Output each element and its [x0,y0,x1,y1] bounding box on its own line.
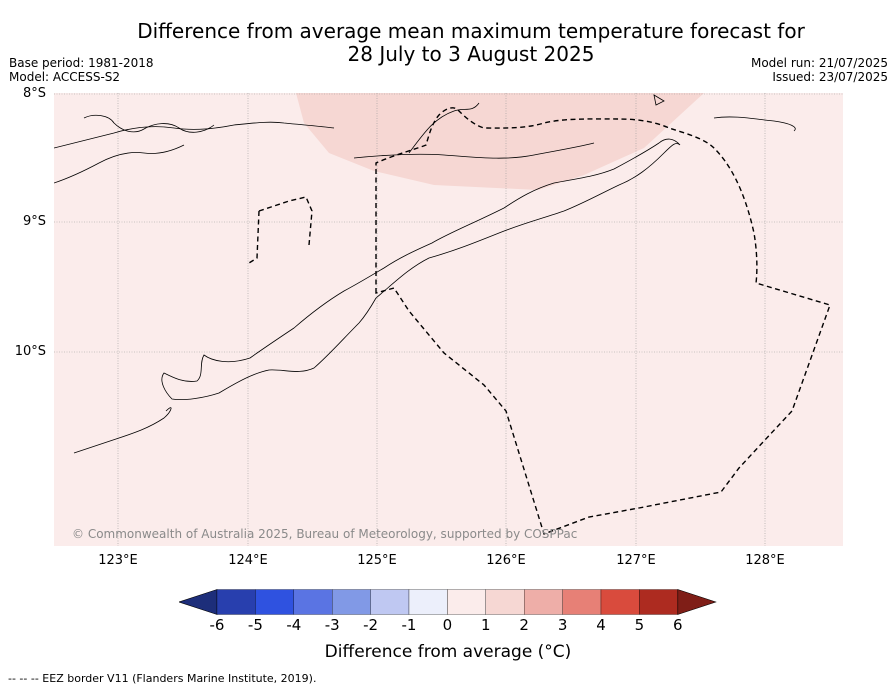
colorbar-extend-low [179,589,218,615]
gridlines [54,93,843,546]
warm-anomaly-patch [296,93,704,190]
title-line-1: Difference from average mean maximum tem… [137,19,805,43]
model-run: Model run: 21/07/2025 [750,56,888,70]
colorbar-segment [370,589,410,615]
colorbar-segment [524,589,563,615]
lon-label-128e: 128°E [745,553,785,568]
colorbar-tick-label: 1 [481,616,491,634]
eez-border [248,107,831,535]
colorbar-segment [332,589,371,615]
copyright-credit: © Commonwealth of Australia 2025, Bureau… [72,527,578,541]
colorbar-label: Difference from average (°C) [324,642,572,662]
colorbar-segment [408,589,448,615]
colorbar-segment [600,589,640,615]
colorbar-tick-label: 0 [442,616,453,634]
lon-label-127e: 127°E [616,553,656,568]
timor-coast [161,138,681,401]
colorbar-tick-label: 5 [634,616,645,634]
base-period: Base period: 1981-2018 [9,56,154,70]
lat-label-9s: 9°S [22,214,46,229]
lon-label-124e: 124°E [228,553,268,568]
issued-date: Issued: 23/07/2025 [772,70,888,84]
colorbar-tick-label: -1 [401,616,417,634]
colorbar-tick-label: 6 [673,616,683,634]
colorbar-tick-label: -2 [363,616,379,634]
chart-title: Difference from average mean maximum tem… [0,20,896,66]
title-line-2: 28 July to 3 August 2025 [347,42,595,66]
colorbar-tick-label: -5 [247,616,263,634]
lat-label-10s: 10°S [14,344,46,359]
colorbar-segment [255,589,294,615]
colorbar-tick-label: -6 [209,616,225,634]
model-name: Model: ACCESS-S2 [9,70,121,84]
colorbar-tick-label: 3 [557,616,568,634]
lon-label-126e: 126°E [486,553,526,568]
eez-footnote: -- -- -- EEZ border V11 (Flanders Marine… [8,672,317,685]
alor-coast [73,102,480,454]
colorbar-segment [562,589,602,615]
colorbar-tick-label: -4 [286,616,302,634]
colorbar-segment [447,589,486,615]
colorbar-tick-label: -3 [324,616,340,634]
colorbar-segment [639,589,678,615]
colorbar-segment [216,589,256,615]
colorbar-extend-high [677,589,717,615]
colorbar [179,589,717,615]
colorbar-segment [293,589,333,615]
colorbar-tick-label: 4 [596,616,606,634]
meta-right: Model run: 21/07/2025 Issued: 23/07/2025 [751,56,888,84]
lon-label-125e: 125°E [357,553,397,568]
map-panel [54,93,843,546]
lat-label-8s: 8°S [22,86,46,101]
lon-label-123e: 123°E [98,553,138,568]
wetar-coast [54,121,335,184]
colorbar-ticks: -6 -5 -4 -3 -2 -1 0 1 2 3 4 5 6 [0,616,896,636]
colorbar-tick-label: 2 [519,616,529,634]
north-islands [83,94,796,159]
colorbar-segment [485,589,525,615]
meta-left: Base period: 1981-2018 Model: ACCESS-S2 [9,56,154,84]
coastlines [54,94,796,454]
